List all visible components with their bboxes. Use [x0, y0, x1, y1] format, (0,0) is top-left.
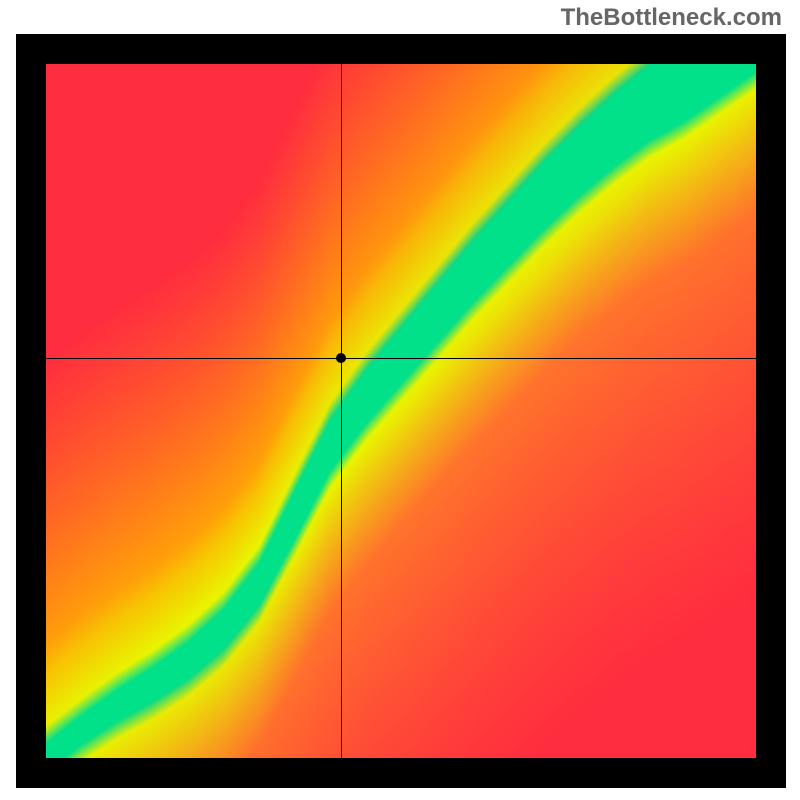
- root-container: TheBottleneck.com: [0, 0, 800, 800]
- chart-frame: [16, 34, 786, 788]
- crosshair-horizontal: [46, 358, 756, 359]
- marker-dot: [336, 353, 346, 363]
- plot-area: [46, 64, 756, 758]
- heatmap-canvas: [46, 64, 756, 758]
- watermark-text: TheBottleneck.com: [561, 4, 782, 32]
- crosshair-vertical: [341, 64, 342, 758]
